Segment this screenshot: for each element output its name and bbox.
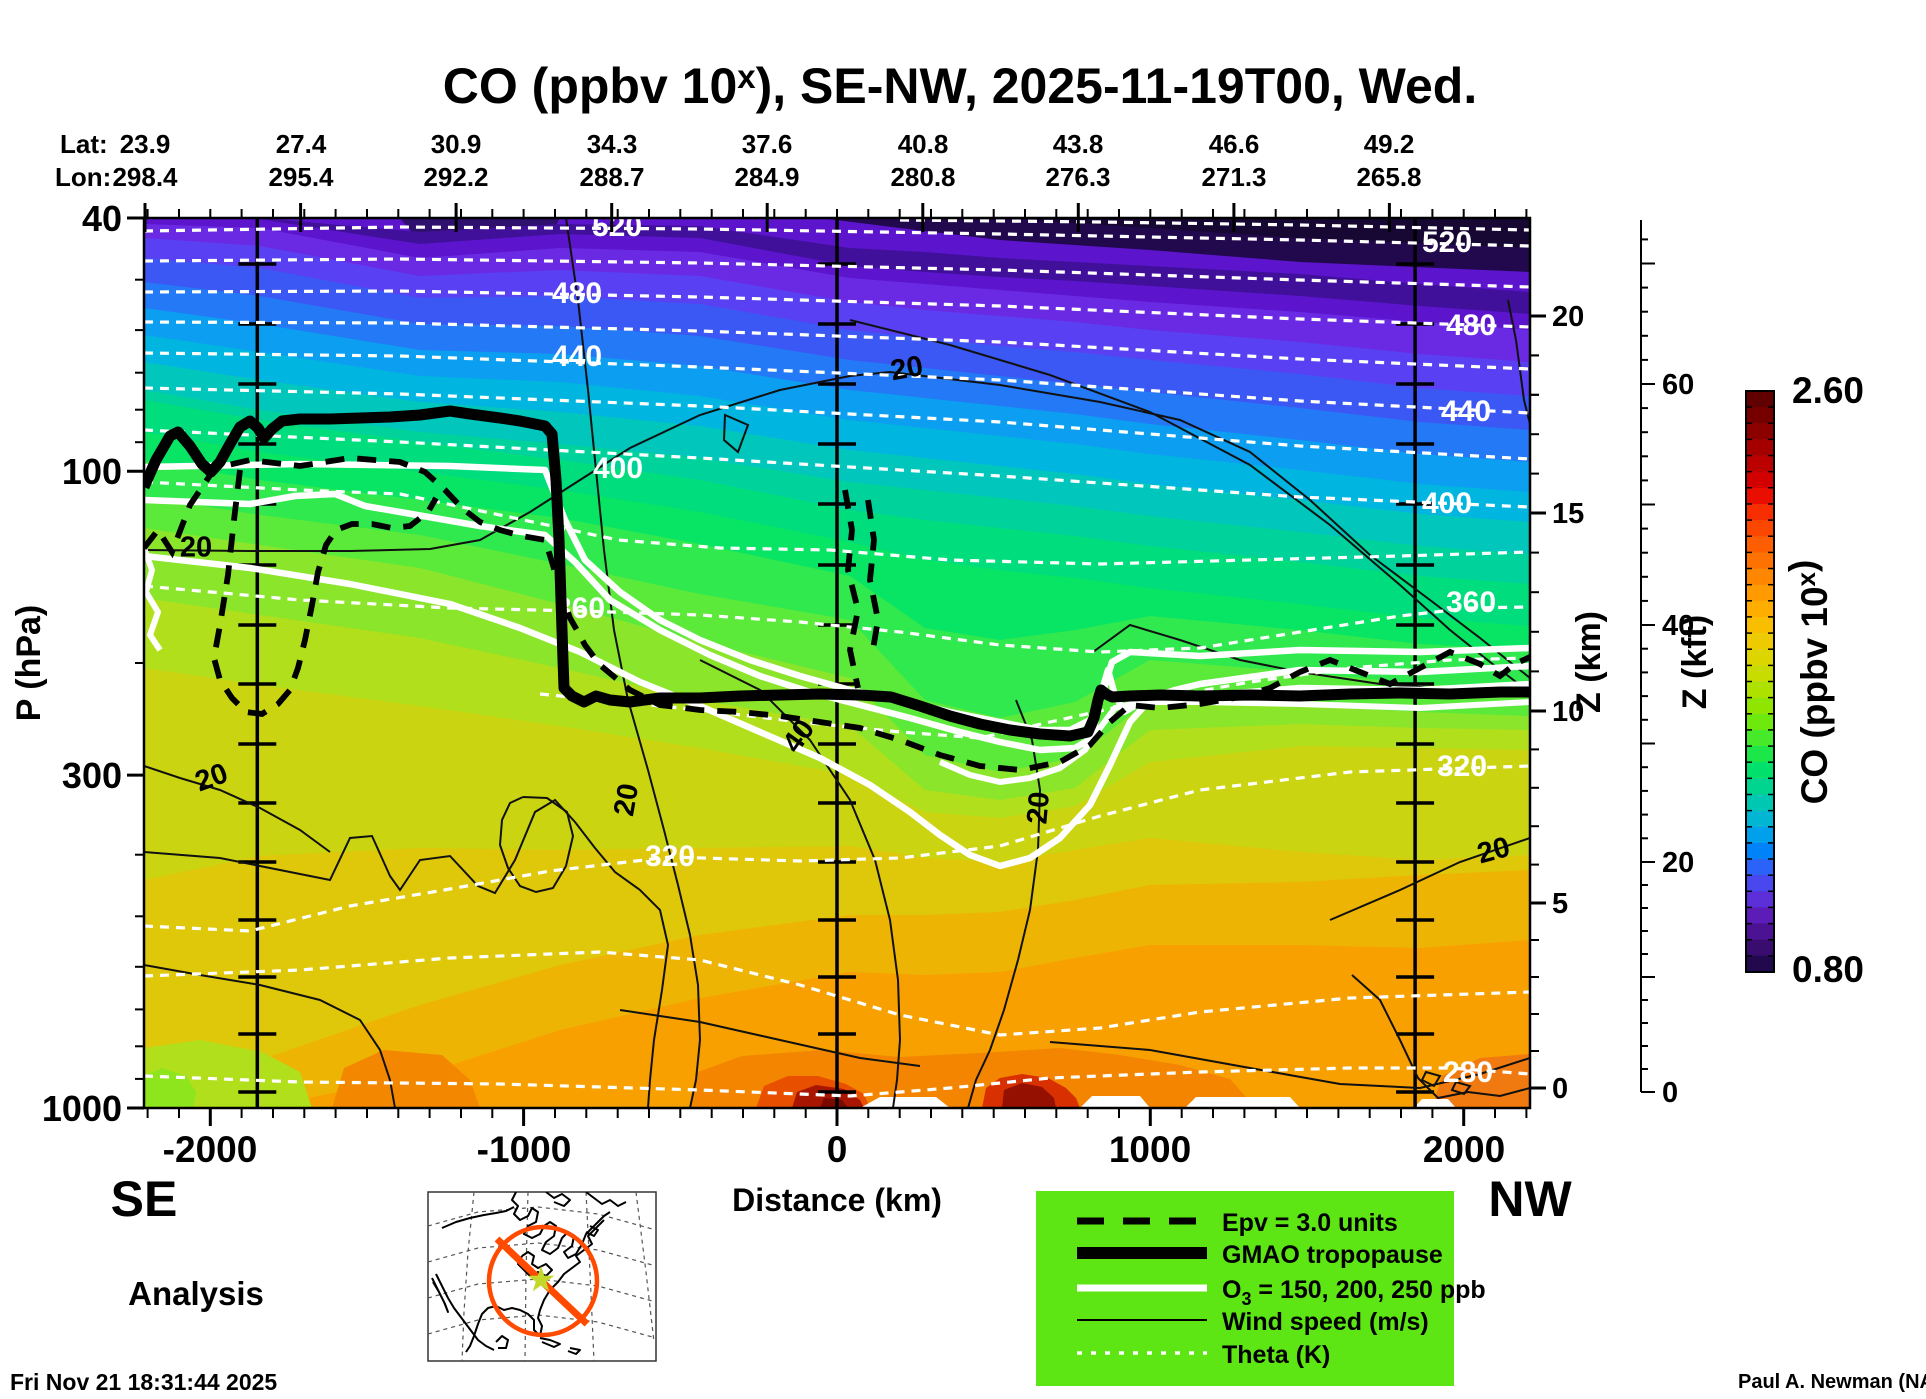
- svg-text:2000: 2000: [1423, 1129, 1505, 1170]
- svg-text:5: 5: [1552, 888, 1568, 920]
- svg-text:480: 480: [1446, 309, 1496, 342]
- svg-text:40.8: 40.8: [898, 129, 949, 159]
- svg-text:284.9: 284.9: [734, 162, 799, 192]
- svg-text:Z (km): Z (km): [1570, 611, 1608, 713]
- svg-text:Lat:: Lat:: [60, 129, 108, 159]
- svg-text:280.8: 280.8: [890, 162, 955, 192]
- svg-text:280: 280: [1443, 1056, 1493, 1089]
- svg-text:0: 0: [1662, 1077, 1678, 1109]
- svg-text:NW: NW: [1488, 1171, 1572, 1227]
- svg-text:320: 320: [645, 840, 695, 873]
- svg-text:0.80: 0.80: [1792, 949, 1864, 990]
- svg-text:43.8: 43.8: [1053, 129, 1104, 159]
- svg-text:20: 20: [1662, 847, 1694, 879]
- svg-text:2.60: 2.60: [1792, 370, 1864, 411]
- svg-text:-2000: -2000: [163, 1129, 258, 1170]
- svg-text:288.7: 288.7: [579, 162, 644, 192]
- svg-text:520: 520: [592, 210, 642, 243]
- svg-text:20: 20: [888, 350, 925, 387]
- svg-text:20: 20: [1021, 790, 1056, 825]
- svg-text:Wind speed (m/s): Wind speed (m/s): [1222, 1308, 1429, 1336]
- svg-text:46.6: 46.6: [1209, 129, 1260, 159]
- svg-text:271.3: 271.3: [1201, 162, 1266, 192]
- svg-text:Paul A. Newman (NASA: Paul A. Newman (NASA: [1738, 1371, 1926, 1393]
- svg-text:Z (kft): Z (kft): [1676, 615, 1714, 709]
- svg-text:23.9: 23.9: [120, 129, 171, 159]
- svg-text:400: 400: [593, 452, 643, 485]
- svg-text:34.3: 34.3: [587, 129, 638, 159]
- svg-text:520: 520: [1422, 226, 1472, 259]
- svg-text:276.3: 276.3: [1045, 162, 1110, 192]
- svg-text:10: 10: [1552, 696, 1584, 728]
- svg-text:300: 300: [62, 755, 122, 796]
- svg-text:320: 320: [1437, 750, 1487, 783]
- svg-text:20: 20: [1552, 301, 1584, 333]
- svg-text:49.2: 49.2: [1364, 129, 1415, 159]
- svg-text:CO (ppbv 10x), SE-NW, 2025-11-: CO (ppbv 10x), SE-NW, 2025-11-19T00, Wed…: [443, 58, 1477, 114]
- svg-text:1000: 1000: [42, 1088, 122, 1129]
- svg-text:37.6: 37.6: [742, 129, 793, 159]
- svg-text:0: 0: [1552, 1073, 1568, 1105]
- svg-text:P (hPa): P (hPa): [10, 605, 48, 722]
- svg-text:298.4: 298.4: [112, 162, 178, 192]
- svg-text:Epv = 3.0 units: Epv = 3.0 units: [1222, 1209, 1398, 1237]
- svg-text:-1000: -1000: [477, 1129, 572, 1170]
- svg-text:SE: SE: [111, 1171, 178, 1227]
- svg-text:Lon:: Lon:: [55, 162, 111, 192]
- svg-text:O3 = 150, 200, 250 ppb: O3 = 150, 200, 250 ppb: [1222, 1276, 1486, 1309]
- svg-text:100: 100: [62, 451, 122, 492]
- svg-text:GMAO tropopause: GMAO tropopause: [1222, 1241, 1443, 1269]
- svg-text:30.9: 30.9: [431, 129, 482, 159]
- svg-text:20: 20: [608, 781, 645, 818]
- svg-text:440: 440: [552, 340, 602, 373]
- svg-text:360: 360: [1446, 586, 1496, 619]
- svg-text:0: 0: [827, 1129, 848, 1170]
- svg-text:Fri Nov 21 18:31:44 2025: Fri Nov 21 18:31:44 2025: [10, 1369, 277, 1394]
- svg-text:480: 480: [552, 277, 602, 310]
- svg-text:440: 440: [1441, 395, 1491, 428]
- svg-text:400: 400: [1422, 487, 1472, 520]
- svg-text:265.8: 265.8: [1356, 162, 1421, 192]
- svg-text:15: 15: [1552, 498, 1584, 530]
- svg-text:40: 40: [82, 198, 122, 239]
- svg-text:295.4: 295.4: [268, 162, 334, 192]
- svg-text:292.2: 292.2: [423, 162, 488, 192]
- svg-text:Analysis: Analysis: [128, 1275, 264, 1312]
- svg-text:40: 40: [1662, 610, 1694, 642]
- svg-text:60: 60: [1662, 369, 1694, 401]
- svg-text:1000: 1000: [1109, 1129, 1191, 1170]
- svg-text:Theta (K): Theta (K): [1222, 1341, 1330, 1369]
- svg-text:27.4: 27.4: [276, 129, 327, 159]
- svg-text:Distance (km): Distance (km): [732, 1182, 942, 1218]
- svg-text:20: 20: [180, 532, 212, 564]
